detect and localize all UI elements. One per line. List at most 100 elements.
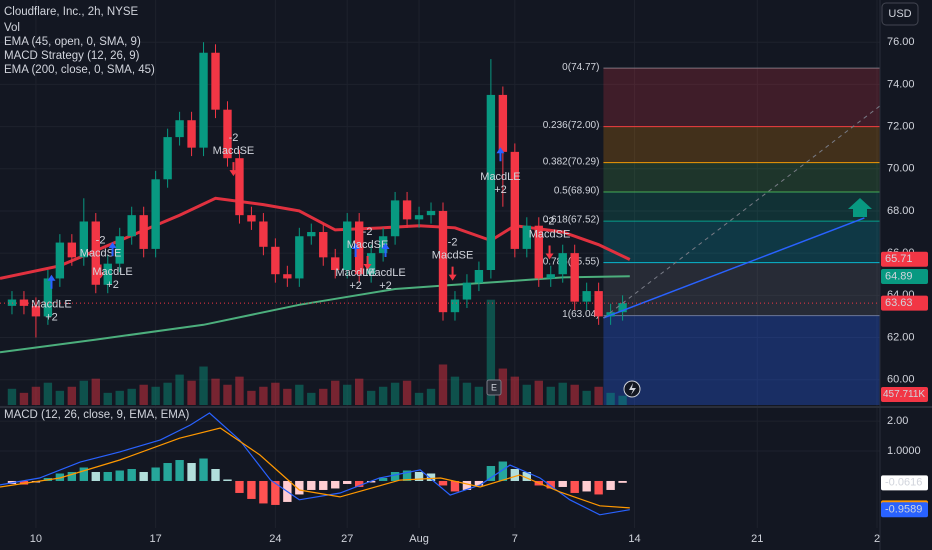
macd-histogram-bar <box>522 471 531 481</box>
ema-line <box>0 275 630 354</box>
volume-bar <box>115 390 124 405</box>
volume-bar <box>79 380 88 405</box>
fib-label: 0.382(70.29) <box>543 156 600 167</box>
candle-body <box>534 225 543 279</box>
volume-bar <box>295 384 304 405</box>
macd-histogram-bar <box>151 467 160 481</box>
candle-body <box>378 236 388 254</box>
signal-count: -2 <box>96 234 106 246</box>
candle-body <box>187 120 196 148</box>
signal-count: +2 <box>349 280 362 292</box>
signal-arrow <box>108 242 117 257</box>
macd-histogram-bar <box>474 480 484 486</box>
candle-body <box>175 120 184 138</box>
volume-bar <box>343 384 352 405</box>
candle-body <box>402 200 412 220</box>
macd-histogram-bar <box>307 480 316 490</box>
signal-arrow <box>448 266 457 281</box>
signal-arrow <box>47 274 56 289</box>
indicator-legend: Vol <box>4 22 20 34</box>
volume-bar <box>307 392 316 405</box>
volume-bar <box>366 390 376 405</box>
signal-label: MacdLE <box>31 299 71 311</box>
candle-body <box>103 263 112 285</box>
volume-bar <box>211 378 220 405</box>
macd-histogram-bar <box>438 480 448 486</box>
x-tick-label: 21 <box>751 533 763 545</box>
signal-arrow <box>363 256 372 271</box>
macd-histogram-bar <box>606 480 615 490</box>
volume-bar <box>426 388 436 405</box>
signal-arrow <box>545 245 554 260</box>
macd-histogram-bar <box>498 461 508 481</box>
axis-tag-label: 65.71 <box>885 253 913 265</box>
signal-count: +2 <box>45 312 58 324</box>
fib-label: 1(63.04) <box>562 309 599 320</box>
macd-histogram-bar <box>91 471 100 481</box>
macd-histogram-bar <box>450 480 460 492</box>
axis-tag <box>881 269 928 285</box>
candle-body <box>55 242 65 279</box>
candle-body <box>558 253 567 275</box>
signal-label: MacdSE <box>432 249 474 261</box>
macd-histogram-bar <box>247 480 256 499</box>
signal-arrow <box>229 162 238 177</box>
macd-line <box>0 412 630 516</box>
macd-histogram-bar <box>79 467 88 481</box>
candle-body <box>247 215 256 222</box>
macd-histogram-bar <box>343 480 352 484</box>
candle-body <box>211 52 220 110</box>
macd-histogram-bar <box>570 480 579 493</box>
volume-bar <box>163 382 172 405</box>
candle-body <box>79 221 88 258</box>
macd-histogram-bar <box>115 470 124 481</box>
candle-body <box>474 270 484 283</box>
volume-bar <box>438 364 448 405</box>
volume-bar <box>43 382 53 405</box>
y-tick-label: 74.00 <box>887 78 915 90</box>
fib-band <box>603 126 880 163</box>
x-tick-label: 27 <box>341 533 353 545</box>
currency-button[interactable] <box>881 2 919 26</box>
volume-bar <box>151 386 160 405</box>
candle-body <box>43 278 53 317</box>
macd-histogram-bar <box>546 480 555 489</box>
macd-histogram-bar <box>594 480 603 495</box>
fib-label: 0.618(67.52) <box>543 215 600 226</box>
macd-histogram-bar <box>319 480 328 490</box>
signal-label: MacdSE <box>347 239 389 251</box>
candle-body <box>618 303 627 313</box>
y-tick-label: 62.00 <box>887 331 915 343</box>
plot-layer: 0(74.77) 0.236(72.00) 0.382(70.29) 0.5(68.9… <box>0 0 881 528</box>
fib-label: 0.236(72.00) <box>543 120 600 131</box>
volume-bar <box>618 395 627 405</box>
volume-bar <box>486 299 496 405</box>
candle-body <box>139 215 148 249</box>
indicator-legend: MACD Strategy (12, 26, 9) <box>4 50 140 62</box>
axis-tag-label: 64.89 <box>885 270 913 282</box>
volume-bar <box>247 390 256 405</box>
indicator-legend: EMA (200, close, 0, SMA, 45) <box>4 64 155 76</box>
candle-body <box>343 221 352 270</box>
volume-bar <box>606 392 615 405</box>
fib-label: 0(74.77) <box>562 62 599 73</box>
signal-label: MacdLE <box>92 266 132 278</box>
macd-histogram-bar <box>295 480 304 495</box>
candle-body <box>127 215 136 237</box>
volume-bar <box>546 386 555 405</box>
currency-label: USD <box>888 8 911 20</box>
candle-body <box>546 274 555 279</box>
volume-bar <box>570 384 579 405</box>
volume-bar <box>378 386 388 405</box>
candle-body <box>570 253 579 302</box>
candle-body <box>271 246 280 275</box>
candle-body <box>7 299 17 306</box>
candle-body <box>522 225 531 249</box>
alert-bolt <box>629 383 636 395</box>
candle-body <box>462 282 472 300</box>
axis-tag-label: -0.0616 <box>885 477 922 489</box>
x-tick-label: 14 <box>628 533 640 545</box>
volume-bar <box>331 380 340 405</box>
signal-arrow <box>496 147 505 162</box>
fib-label: 0.5(68.90) <box>554 186 600 197</box>
